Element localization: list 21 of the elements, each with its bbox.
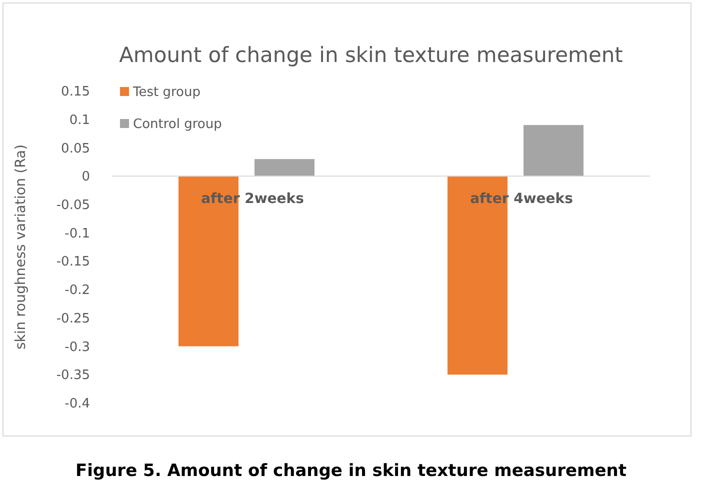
y-tick-label: -0.4 — [64, 396, 90, 412]
y-tick-label: -0.15 — [56, 254, 90, 270]
legend-label: Control group — [133, 117, 222, 132]
y-axis-title: skin roughness variation (Ra) — [13, 144, 29, 350]
bar — [178, 176, 238, 346]
y-tick-label: -0.25 — [56, 311, 90, 326]
bar — [448, 176, 508, 375]
y-tick-label: -0.3 — [64, 340, 90, 355]
y-tick-label: 0.15 — [61, 84, 90, 100]
y-tick-label: -0.2 — [64, 283, 90, 298]
y-tick-label: -0.1 — [64, 226, 90, 242]
y-tick-label: -0.05 — [56, 198, 90, 214]
y-tick-label: 0 — [82, 170, 90, 185]
chart-title: Amount of change in skin texture measurement — [119, 43, 623, 67]
legend-label: Test group — [132, 85, 200, 100]
bar — [524, 125, 584, 176]
bar — [254, 159, 314, 176]
caption: Figure 5. Amount of change in skin texture measurement — [75, 461, 627, 481]
y-tick-label: 0.05 — [61, 141, 90, 156]
y-tick-label: -0.35 — [56, 368, 90, 384]
y-tick-label: 0.1 — [69, 112, 90, 128]
